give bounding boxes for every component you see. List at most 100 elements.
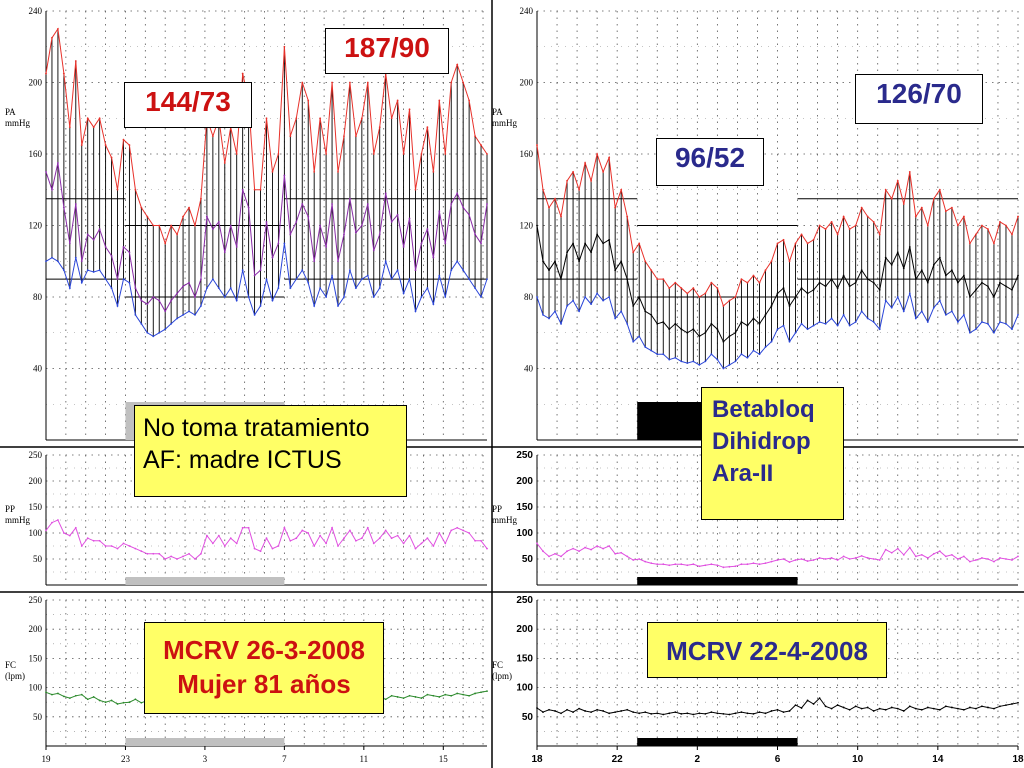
- point-systolic: [824, 228, 827, 230]
- y-tick-label: 50: [522, 712, 534, 723]
- point-systolic: [734, 296, 737, 298]
- point-systolic: [806, 242, 809, 245]
- point-systolic: [200, 197, 202, 200]
- point-systolic: [650, 269, 653, 272]
- point-mean: [548, 269, 550, 272]
- axis-label-pa: PA: [492, 107, 503, 117]
- point-systolic: [572, 170, 574, 173]
- point-fc: [554, 710, 556, 712]
- point-diastolic: [818, 321, 821, 323]
- point-systolic: [116, 188, 119, 191]
- point-diastolic: [223, 296, 226, 298]
- point-diastolic: [902, 310, 905, 313]
- point-fc: [68, 697, 71, 700]
- point-diastolic: [884, 299, 887, 302]
- point-diastolic: [194, 313, 196, 316]
- point-fc: [975, 707, 977, 710]
- pa-day-value-left: 187/90: [325, 28, 449, 74]
- point-fc: [908, 705, 911, 708]
- point-systolic: [390, 117, 393, 120]
- point-pp: [176, 558, 179, 560]
- point-mean: [253, 274, 256, 277]
- point-mean: [872, 281, 875, 284]
- axis-label-pp: mmHg: [5, 515, 31, 525]
- point-diastolic: [560, 322, 562, 325]
- point-pp: [554, 552, 556, 555]
- point-pp: [764, 562, 767, 565]
- point-systolic: [1005, 224, 1007, 227]
- point-pp: [981, 557, 983, 559]
- point-mean: [680, 328, 683, 331]
- point-fc: [734, 712, 737, 715]
- point-systolic: [596, 153, 599, 155]
- point-mean: [969, 296, 971, 298]
- point-pp: [438, 532, 441, 534]
- point-mean: [722, 340, 725, 343]
- point-fc: [45, 691, 47, 694]
- point-diastolic: [1011, 328, 1013, 331]
- point-diastolic: [608, 296, 611, 298]
- point-fc: [596, 708, 599, 711]
- point-diastolic: [456, 260, 459, 263]
- point-systolic: [456, 63, 459, 66]
- point-pp: [384, 529, 387, 532]
- point-systolic: [349, 81, 351, 84]
- point-pp: [746, 563, 749, 566]
- axis-label-fc: FC: [492, 660, 503, 670]
- point-mean: [788, 305, 791, 307]
- point-mean: [914, 278, 917, 281]
- point-diastolic: [572, 299, 574, 302]
- point-mean: [349, 197, 351, 200]
- point-pp: [932, 552, 935, 555]
- point-mean: [414, 269, 417, 272]
- point-fc: [644, 711, 647, 714]
- point-systolic: [122, 138, 125, 141]
- point-pp: [884, 548, 887, 551]
- point-diastolic: [776, 328, 779, 331]
- point-pp: [337, 545, 339, 547]
- point-fc: [794, 704, 797, 707]
- point-diastolic: [486, 278, 488, 281]
- point-systolic: [68, 126, 71, 129]
- point-pp: [307, 532, 310, 534]
- point-pp: [908, 546, 911, 549]
- point-mean: [396, 213, 399, 216]
- point-systolic: [307, 99, 310, 102]
- point-pp: [408, 534, 411, 537]
- point-diastolic: [62, 269, 65, 272]
- point-pp: [80, 545, 83, 547]
- y-tick-label: 200: [520, 78, 534, 88]
- point-pp: [211, 542, 214, 545]
- point-diastolic: [271, 299, 274, 302]
- point-mean: [608, 238, 611, 241]
- point-systolic: [944, 210, 947, 213]
- point-diastolic: [932, 306, 935, 309]
- point-systolic: [480, 144, 482, 146]
- point-pp: [566, 550, 568, 553]
- point-pp: [830, 557, 833, 559]
- point-mean: [51, 188, 53, 191]
- point-pp: [788, 561, 791, 564]
- point-systolic: [590, 179, 593, 182]
- y-tick-label: 100: [29, 528, 43, 538]
- point-mean: [188, 281, 190, 284]
- point-mean: [782, 287, 785, 289]
- point-fc: [830, 707, 833, 710]
- point-pp: [92, 539, 95, 542]
- point-fc: [932, 707, 935, 710]
- point-fc: [420, 697, 423, 700]
- point-pp: [590, 548, 593, 551]
- point-mean: [337, 260, 339, 263]
- point-systolic: [620, 188, 623, 191]
- point-pp: [969, 560, 971, 563]
- point-systolic: [444, 153, 447, 155]
- point-fc: [848, 708, 851, 711]
- night-period-bar: [125, 577, 285, 585]
- point-pp: [349, 529, 351, 532]
- point-mean: [366, 203, 369, 205]
- point-mean: [283, 174, 286, 177]
- point-pp: [962, 555, 965, 558]
- point-systolic: [914, 215, 917, 218]
